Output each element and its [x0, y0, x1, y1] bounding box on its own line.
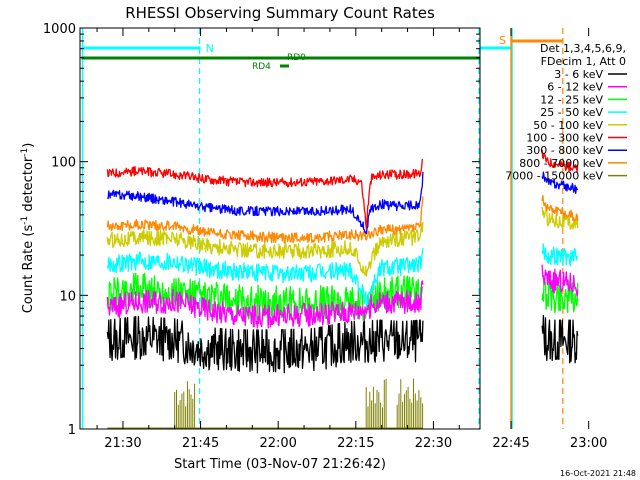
y-tick-label: 1	[68, 423, 76, 438]
decim-label-rd0: RD0	[287, 53, 306, 63]
y-axis: 1 10 100 1000	[43, 22, 480, 438]
y-tick-label: 10	[59, 289, 76, 304]
series-line	[541, 278, 579, 314]
legend: Det 1,3,4,5,6,9, FDecim 1, Att 0 3 - 6 k…	[505, 42, 627, 183]
series-line	[107, 378, 424, 429]
x-tick-label: 22:15	[337, 436, 374, 451]
chart-title: RHESSI Observing Summary Count Rates	[125, 4, 435, 22]
legend-entry-label: 7000 - 15000 keV	[505, 170, 603, 183]
legend-entry-label: 800 - 7000 keV	[519, 157, 603, 170]
legend-entry-label: 50 - 100 keV	[533, 119, 603, 132]
series-line	[106, 196, 424, 244]
x-tick-label: 23:00	[570, 436, 607, 451]
legend-entry-label: 25 - 50 keV	[540, 106, 603, 119]
series-line	[541, 243, 578, 267]
legend-header-line-1: Det 1,3,4,5,6,9,	[540, 42, 626, 55]
series-layer	[106, 149, 579, 429]
series-line	[106, 315, 424, 374]
legend-entry-label: 6 - 12 keV	[547, 81, 603, 94]
x-tick-label: 21:45	[182, 436, 219, 451]
x-tick-label: 21:30	[104, 436, 141, 451]
plot-frame	[79, 27, 481, 430]
decim-label-rd4: RD4	[252, 62, 271, 72]
series-line	[106, 272, 424, 322]
y-tick-label: 100	[51, 156, 76, 171]
legend-entry-label: 3 - 6 keV	[554, 68, 603, 81]
series-line	[106, 248, 424, 307]
footer-date: 16-Oct-2021 21:48	[560, 469, 636, 478]
series-line	[106, 221, 424, 277]
series-line	[541, 314, 579, 364]
legend-entry-label: 100 - 300 keV	[526, 132, 603, 145]
plot-bands: N S RD0 RD4	[81, 28, 564, 429]
legend-entry-label: 300 - 800 keV	[526, 144, 603, 157]
series-line	[106, 280, 424, 329]
series-line	[541, 194, 579, 222]
x-tick-label: 22:00	[259, 436, 296, 451]
x-tick-label: 22:45	[492, 436, 529, 451]
x-axis: 21:30 21:45 22:00 22:15 22:30 22:45 23:00	[96, 28, 607, 451]
night-label: N	[206, 42, 214, 55]
series-line	[106, 158, 424, 230]
y-tick-label: 1000	[43, 22, 76, 37]
y-axis-label: Count Rate (s-1 detector-1)	[20, 143, 36, 314]
series-line	[541, 264, 579, 297]
saa-label: S	[499, 34, 506, 47]
series-line	[541, 149, 579, 173]
series-line	[106, 171, 424, 235]
series-line	[541, 206, 579, 230]
x-axis-label: Start Time (03-Nov-07 21:26:42)	[174, 457, 386, 472]
series-line	[541, 171, 579, 194]
x-tick-label: 22:30	[415, 436, 452, 451]
legend-header-line-2: FDecim 1, Att 0	[541, 55, 626, 68]
legend-entry-label: 12 - 25 keV	[540, 93, 603, 106]
